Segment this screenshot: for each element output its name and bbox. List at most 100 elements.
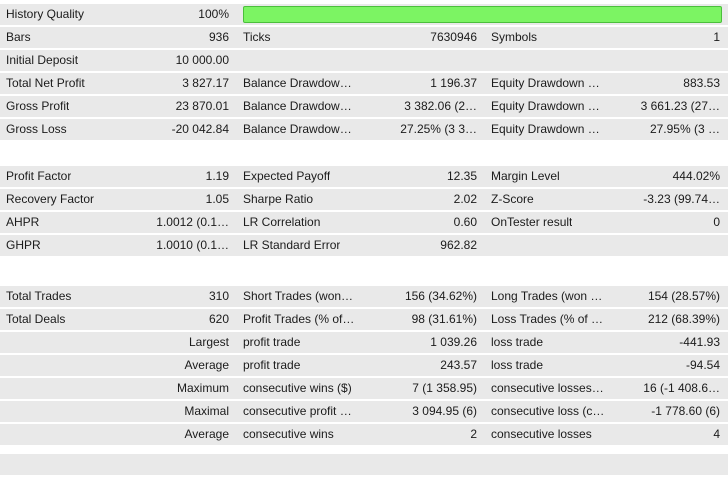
metric-value: Maximal [184,404,229,418]
column-group-3: OnTester result 0 [485,212,728,233]
metric-value: -441.93 [679,335,720,349]
metric-value: 310 [208,289,229,303]
metric-label: Total Net Profit [6,76,85,90]
metric-label: Profit Trades (% of… [243,312,355,326]
metric-label [485,454,491,475]
metric-value: 12.35 [446,169,477,183]
metric-value: 10 000.00 [175,53,229,67]
metric-value: 154 (28.57%) [647,289,720,303]
column-group-1: Average [0,424,237,445]
history-quality-row[interactable]: History Quality 100% [0,4,728,25]
metric-label: GHPR [6,238,41,252]
report-row[interactable]: Average consecutive wins 2 consecutive loss… [0,424,728,445]
metric-value: 98 (31.61%) [411,312,477,326]
metric-value: 3 382.06 (2… [404,99,477,113]
metric-label [0,401,6,422]
report-row[interactable]: Maximal consecutive profit … 3 094.95 (6) c… [0,401,728,422]
report-row[interactable]: AHPR 1.0012 (0.1… LR Correlation 0.60 OnTest… [0,212,728,233]
report-row[interactable] [0,454,728,475]
report-row[interactable]: Recovery Factor 1.05 Sharpe Ratio 2.02 Z-Sco… [0,189,728,210]
metric-value: 100% [198,7,229,21]
metric-label: Loss Trades (% of … [491,312,604,326]
column-group-3: consecutive losses… 16 (-1 408.6… [485,378,728,399]
metric-label: profit trade [243,358,301,372]
metric-label: Equity Drawdown … [491,99,600,113]
metric-value: 27.25% (3 3… [400,122,477,136]
column-group-1: Total Net Profit 3 827.17 [0,73,237,94]
column-group-1: Largest [0,332,237,353]
metric-label: History Quality [6,7,85,21]
metric-value: 7 (1 358.95) [412,381,477,395]
report-row[interactable]: Total Deals 620 Profit Trades (% of… 98 (31… [0,309,728,330]
metric-label: Recovery Factor [6,192,95,206]
history-quality-progressbar [237,4,728,25]
column-group-2: profit trade 1 039.26 [237,332,485,353]
column-group-3: Symbols 1 [485,27,728,48]
column-group-3: consecutive losses 4 [485,424,728,445]
column-group-2: consecutive wins ($) 7 (1 358.95) [237,378,485,399]
metric-label [237,454,243,475]
column-group-1: History Quality 100% [0,4,237,25]
column-group-1: GHPR 1.0010 (0.1… [0,235,237,256]
report-row[interactable]: Total Trades 310 Short Trades (won… 156 (34… [0,286,728,307]
metric-value: Largest [188,335,229,349]
metric-label: Bars [6,30,31,44]
metric-label: Equity Drawdown … [491,76,600,90]
metric-label: Balance Drawdow… [243,122,352,136]
metric-value: 27.95% (3 … [649,122,720,136]
column-group-1: Total Trades 310 [0,286,237,307]
metric-label: OnTester result [491,215,573,229]
column-group-2: Balance Drawdow… 1 196.37 [237,73,485,94]
metric-label: Balance Drawdow… [243,76,352,90]
column-group-2 [237,50,485,71]
report-row[interactable]: Gross Profit 23 870.01 Balance Drawdow… 3 3… [0,96,728,117]
column-group-3: Equity Drawdown … 883.53 [485,73,728,94]
metric-value: 883.53 [683,76,720,90]
metric-label [485,235,491,256]
metric-label: consecutive losses [491,427,592,441]
report-row[interactable]: Average profit trade 243.57 loss trade -94.5… [0,355,728,376]
metric-value: 1.05 [205,192,229,206]
metric-label: Z-Score [491,192,534,206]
report-row[interactable]: Maximum consecutive wins ($) 7 (1 358.95) c… [0,378,728,399]
metric-label: consecutive profit … [243,404,352,418]
progressbar-fill [243,6,722,23]
column-group-3: loss trade -94.54 [485,355,728,376]
metric-value: 620 [208,312,229,326]
metric-value [477,50,485,71]
column-group-3: Equity Drawdown … 3 661.23 (27… [485,96,728,117]
report-row[interactable]: Bars 936 Ticks 7630946 Symbols 1 [0,27,728,48]
metric-label: profit trade [243,335,301,349]
metric-value: 1.0012 (0.1… [156,215,229,229]
metric-label: consecutive loss (c… [491,404,605,418]
metric-value: 936 [208,30,229,44]
column-group-2: profit trade 243.57 [237,355,485,376]
report-row[interactable]: GHPR 1.0010 (0.1… LR Standard Error 962.82 [0,235,728,256]
column-group-2: Short Trades (won… 156 (34.62%) [237,286,485,307]
report-row[interactable]: Profit Factor 1.19 Expected Payoff 12.35 Mar… [0,166,728,187]
report-row[interactable]: Initial Deposit 10 000.00 [0,50,728,71]
column-group-1: Maximum [0,378,237,399]
metric-label: LR Correlation [243,215,321,229]
metric-label: loss trade [491,358,544,372]
column-group-1: Profit Factor 1.19 [0,166,237,187]
column-group-1: Maximal [0,401,237,422]
metric-value [720,50,728,71]
column-group-2: Balance Drawdow… 27.25% (3 3… [237,119,485,140]
column-group-3 [485,50,728,71]
metric-label [237,50,243,71]
metric-label: Long Trades (won … [491,289,603,303]
report-row[interactable]: Largest profit trade 1 039.26 loss trade -44… [0,332,728,353]
section-spacer [0,447,728,454]
column-group-3: Long Trades (won … 154 (28.57%) [485,286,728,307]
metric-value: 1 039.26 [430,335,477,349]
metric-label: Symbols [491,30,538,44]
report-row[interactable]: Gross Loss -20 042.84 Balance Drawdow… 27.2… [0,119,728,140]
metric-value: 3 827.17 [182,76,229,90]
column-group-3: Margin Level 444.02% [485,166,728,187]
metric-label [0,424,6,445]
column-group-3: Loss Trades (% of … 212 (68.39%) [485,309,728,330]
report-row[interactable]: Total Net Profit 3 827.17 Balance Drawdow…… [0,73,728,94]
metric-value: 2.02 [453,192,477,206]
